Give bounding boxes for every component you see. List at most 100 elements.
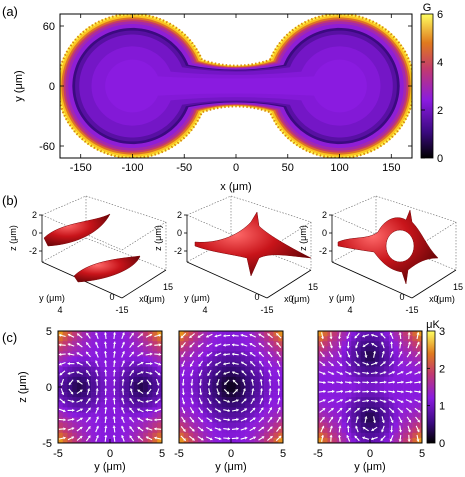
panel-c-heat-cell: [417, 407, 423, 413]
panel-c-heat-cell: [351, 346, 357, 352]
panel-c-heat-cell: [336, 381, 342, 388]
panel-c-heat-cell: [365, 371, 371, 378]
panel-c-field-arrowhead: [122, 341, 125, 345]
panel-c-field-arrowhead: [418, 380, 421, 384]
panel-c-x-tick-label: -5: [174, 448, 184, 460]
panel-c-heat-cell: [384, 422, 390, 429]
panel-c-heat-cell: [193, 397, 199, 403]
panel-c-field-arrowhead: [112, 397, 116, 400]
panel-c-heat-cell: [76, 387, 82, 393]
panel-c-heat-cell: [264, 336, 270, 342]
panel-c-heat-cell: [264, 356, 270, 362]
panel-c-heat-cell: [179, 387, 185, 393]
panel-c-heat-cell: [379, 376, 385, 383]
panel-c-heat-cell: [62, 341, 68, 347]
panel-c-heat-cell: [119, 331, 125, 337]
panel-c-field-arrowhead: [418, 400, 421, 403]
panel-c-field-arrowhead: [121, 369, 125, 373]
panel-c-heat-cell: [105, 392, 111, 398]
panel-c-field-arrowhead: [347, 416, 351, 420]
panel-c-heat-cell: [379, 381, 385, 388]
panel-c-heat-cell: [86, 417, 92, 423]
panel-b-x-label: x (μm): [429, 294, 455, 304]
panel-c-heat-cell: [412, 366, 418, 373]
panel-c-heat-cell: [327, 402, 333, 408]
panel-c-field-arrowhead: [337, 435, 342, 438]
panel-c-heat-cell: [249, 432, 255, 439]
panel-c-heat-cell: [412, 407, 418, 413]
panel-c-field-arrowhead: [181, 392, 185, 396]
panel-c-heat-cell: [152, 397, 158, 403]
panel-c-heat-cell: [370, 376, 376, 383]
panel-c-heat-cell: [105, 361, 111, 367]
panel-c-heat-cell: [249, 336, 255, 342]
panel-c-heat-cell: [393, 437, 399, 444]
panel-c-heat-cell: [393, 417, 399, 423]
panel-c-heat-cell: [384, 371, 390, 378]
panel-c-heat-cell: [370, 422, 376, 429]
panel-c-heat-cell: [114, 366, 120, 373]
panel-c-heat-cell: [62, 346, 68, 352]
panel-c-heat-cell: [245, 351, 251, 357]
panel-c-heat-cell: [403, 392, 409, 398]
panel-b-surface-upper: [43, 213, 111, 247]
panel-c-field-arrowhead: [366, 371, 369, 375]
panel-c-heat-cell: [370, 381, 376, 388]
panel-c-heat-cell: [388, 387, 394, 393]
panel-c-heat-cell: [100, 392, 106, 398]
panel-c-heat-cell: [231, 371, 237, 378]
panel-c-heat-cell: [193, 407, 199, 413]
panel-c-heat-cell: [193, 336, 199, 342]
panel-c-heat-cell: [119, 361, 125, 367]
panel-a-colorbar-tick-label: 0: [437, 153, 443, 165]
panel-c-heat-cell: [197, 331, 203, 337]
panel-c-field-arrowhead: [146, 436, 149, 440]
panel-c-heat-cell: [341, 392, 347, 398]
panel-c-field-arrowhead: [215, 372, 219, 376]
panel-c-x-tick-label: -5: [313, 448, 323, 460]
panel-c-field-arrowhead: [71, 436, 74, 440]
panel-c-field-arrowhead: [261, 426, 264, 430]
panel-c-heat-cell: [341, 422, 347, 429]
panel-c-heat-cell: [346, 381, 352, 388]
panel-c-heat-cell: [268, 356, 274, 362]
panel-c-heat-cell: [403, 432, 409, 439]
panel-c-heat-cell: [346, 402, 352, 408]
panel-c-heat-cell: [379, 346, 385, 352]
panel-c-field-arrowhead: [129, 407, 133, 411]
panel-c-heat-cell: [124, 412, 130, 418]
panel-c-heat-cell: [365, 432, 371, 439]
panel-c-heat-cell: [212, 397, 218, 403]
panel-c-heat-cell: [152, 356, 158, 362]
panel-c-field-arrowhead: [95, 435, 99, 438]
panel-c-heat-cell: [207, 361, 213, 367]
panel-c-field-arrowhead: [95, 360, 98, 364]
panel-c-heat-cell: [193, 376, 199, 383]
panel-c-heat-cell: [254, 392, 260, 398]
panel-c-heat-cell: [133, 422, 139, 429]
panel-c-heat-cell: [100, 432, 106, 439]
panel-c-heat-cell: [110, 427, 116, 434]
panel-c-heat-cell: [398, 381, 404, 388]
panel-c-field-arrowhead: [208, 401, 212, 404]
panel-c-field-arrowhead: [191, 419, 195, 423]
panel-c-heat-cell: [197, 417, 203, 423]
panel-c-field-arrowhead: [338, 354, 342, 358]
panel-c-heat-cell: [245, 392, 251, 398]
panel-c-heat-cell: [202, 371, 208, 378]
panel-c-heat-cell: [245, 371, 251, 378]
panel-c-field-arrowhead: [112, 407, 116, 410]
panel-c-heat-cell: [193, 422, 199, 429]
panel-c-heat-cell: [91, 407, 97, 413]
panel-c-heat-cell: [91, 376, 97, 383]
panel-c-field-arrowhead: [339, 408, 343, 411]
panel-c-field-arrowhead: [371, 428, 375, 431]
panel-c-heat-cell: [374, 361, 380, 367]
panel-c-heat-cell: [179, 402, 185, 408]
panel-c-heat-cell: [124, 361, 130, 367]
panel-c-heat-cell: [105, 422, 111, 429]
panel-c-heat-cell: [95, 371, 101, 378]
panel-c-heat-cell: [254, 351, 260, 357]
